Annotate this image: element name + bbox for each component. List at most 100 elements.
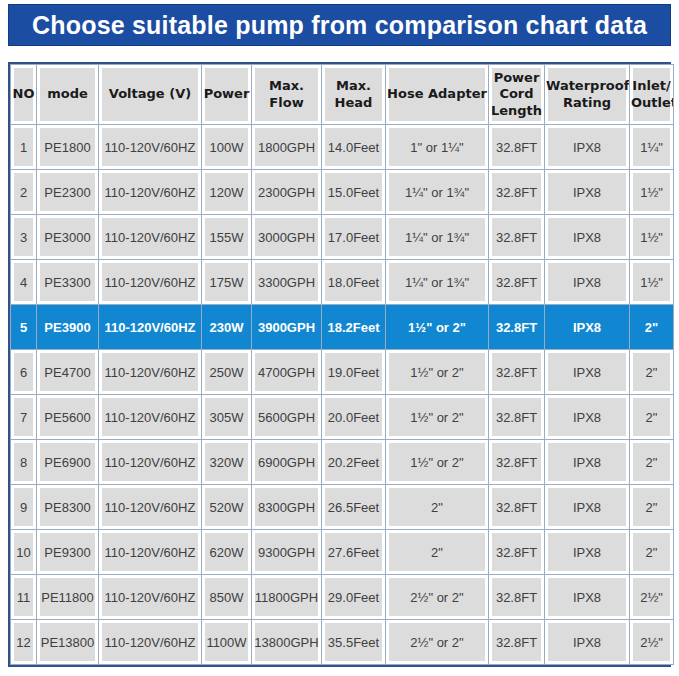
cell-mode: PE9300 (37, 530, 99, 575)
cell-inlet: 2" (630, 440, 674, 485)
cell-voltage: 110-120V/60HZ (99, 170, 202, 215)
column-header-hose: Hose Adapter (386, 65, 489, 125)
cell-voltage: 110-120V/60HZ (99, 350, 202, 395)
cell-no: 6 (11, 350, 37, 395)
cell-no: 10 (11, 530, 37, 575)
cell-waterproof: IPX8 (545, 395, 630, 440)
cell-hose: 1" or 1¼" (386, 125, 489, 170)
column-header-inlet: Inlet/ Outlet (630, 65, 674, 125)
cell-hose: 1¼" or 1¾" (386, 215, 489, 260)
cell-head: 29.0Feet (322, 575, 386, 620)
column-header-power: Power (202, 65, 252, 125)
cell-no: 9 (11, 485, 37, 530)
cell-voltage: 110-120V/60HZ (99, 125, 202, 170)
cell-cord: 32.8FT (489, 395, 545, 440)
cell-mode: PE3000 (37, 215, 99, 260)
cell-flow: 11800GPH (252, 575, 322, 620)
cell-power: 155W (202, 215, 252, 260)
cell-hose: 2½" or 2" (386, 575, 489, 620)
cell-mode: PE8300 (37, 485, 99, 530)
cell-power: 1100W (202, 620, 252, 665)
column-header-flow: Max. Flow (252, 65, 322, 125)
table-row: 6PE4700110-120V/60HZ250W4700GPH19.0Feet1… (11, 350, 674, 395)
cell-power: 120W (202, 170, 252, 215)
cell-head: 15.0Feet (322, 170, 386, 215)
table-header: NOmodeVoltage (V)PowerMax. FlowMax. Head… (11, 65, 674, 125)
column-header-cord: Power Cord Length (489, 65, 545, 125)
cell-waterproof: IPX8 (545, 170, 630, 215)
cell-no: 2 (11, 170, 37, 215)
cell-waterproof: IPX8 (545, 305, 630, 350)
header-row: NOmodeVoltage (V)PowerMax. FlowMax. Head… (11, 65, 674, 125)
cell-flow: 4700GPH (252, 350, 322, 395)
table-row-highlighted: 5PE3900110-120V/60HZ230W3900GPH18.2Feet1… (11, 305, 674, 350)
cell-power: 250W (202, 350, 252, 395)
cell-cord: 32.8FT (489, 485, 545, 530)
cell-flow: 3900GPH (252, 305, 322, 350)
title-banner: Choose suitable pump from comparison cha… (8, 4, 671, 46)
cell-cord: 32.8FT (489, 170, 545, 215)
table-body: 1PE1800110-120V/60HZ100W1800GPH14.0Feet1… (11, 125, 674, 665)
cell-flow: 5600GPH (252, 395, 322, 440)
cell-flow: 6900GPH (252, 440, 322, 485)
cell-waterproof: IPX8 (545, 215, 630, 260)
cell-head: 20.0Feet (322, 395, 386, 440)
cell-cord: 32.8FT (489, 215, 545, 260)
column-header-waterproof: Waterproof Rating (545, 65, 630, 125)
cell-mode: PE3300 (37, 260, 99, 305)
cell-head: 27.6Feet (322, 530, 386, 575)
cell-head: 14.0Feet (322, 125, 386, 170)
cell-voltage: 110-120V/60HZ (99, 530, 202, 575)
cell-voltage: 110-120V/60HZ (99, 575, 202, 620)
column-header-voltage: Voltage (V) (99, 65, 202, 125)
cell-mode: PE2300 (37, 170, 99, 215)
cell-mode: PE6900 (37, 440, 99, 485)
cell-no: 8 (11, 440, 37, 485)
cell-voltage: 110-120V/60HZ (99, 305, 202, 350)
cell-waterproof: IPX8 (545, 530, 630, 575)
page-title: Choose suitable pump from comparison cha… (32, 11, 647, 40)
cell-power: 230W (202, 305, 252, 350)
cell-hose: 1½" or 2" (386, 440, 489, 485)
page: Choose suitable pump from comparison cha… (0, 0, 679, 676)
cell-flow: 2300GPH (252, 170, 322, 215)
cell-hose: 1¼" or 1¾" (386, 170, 489, 215)
cell-cord: 32.8FT (489, 260, 545, 305)
pump-comparison-table-wrap: NOmodeVoltage (V)PowerMax. FlowMax. Head… (8, 62, 671, 667)
cell-voltage: 110-120V/60HZ (99, 395, 202, 440)
cell-inlet: 2" (630, 485, 674, 530)
cell-mode: PE5600 (37, 395, 99, 440)
cell-no: 3 (11, 215, 37, 260)
table-row: 3PE3000110-120V/60HZ155W3000GPH17.0Feet1… (11, 215, 674, 260)
cell-mode: PE1800 (37, 125, 99, 170)
cell-inlet: 2" (630, 350, 674, 395)
cell-inlet: 1½" (630, 260, 674, 305)
cell-flow: 3300GPH (252, 260, 322, 305)
cell-cord: 32.8FT (489, 125, 545, 170)
cell-inlet: 2½" (630, 575, 674, 620)
pump-comparison-table: NOmodeVoltage (V)PowerMax. FlowMax. Head… (10, 64, 674, 665)
cell-flow: 1800GPH (252, 125, 322, 170)
cell-cord: 32.8FT (489, 440, 545, 485)
cell-cord: 32.8FT (489, 530, 545, 575)
cell-head: 18.2Feet (322, 305, 386, 350)
cell-mode: PE4700 (37, 350, 99, 395)
column-header-no: NO (11, 65, 37, 125)
cell-no: 12 (11, 620, 37, 665)
column-header-mode: mode (37, 65, 99, 125)
cell-cord: 32.8FT (489, 575, 545, 620)
cell-head: 17.0Feet (322, 215, 386, 260)
cell-inlet: 1¼" (630, 125, 674, 170)
table-row: 9PE8300110-120V/60HZ520W8300GPH26.5Feet2… (11, 485, 674, 530)
cell-waterproof: IPX8 (545, 125, 630, 170)
cell-hose: 1¼" or 1¾" (386, 260, 489, 305)
cell-mode: PE11800 (37, 575, 99, 620)
cell-mode: PE13800 (37, 620, 99, 665)
cell-cord: 32.8FT (489, 350, 545, 395)
cell-inlet: 1½" (630, 170, 674, 215)
column-header-head: Max. Head (322, 65, 386, 125)
table-row: 4PE3300110-120V/60HZ175W3300GPH18.0Feet1… (11, 260, 674, 305)
cell-flow: 9300GPH (252, 530, 322, 575)
cell-no: 5 (11, 305, 37, 350)
cell-no: 7 (11, 395, 37, 440)
